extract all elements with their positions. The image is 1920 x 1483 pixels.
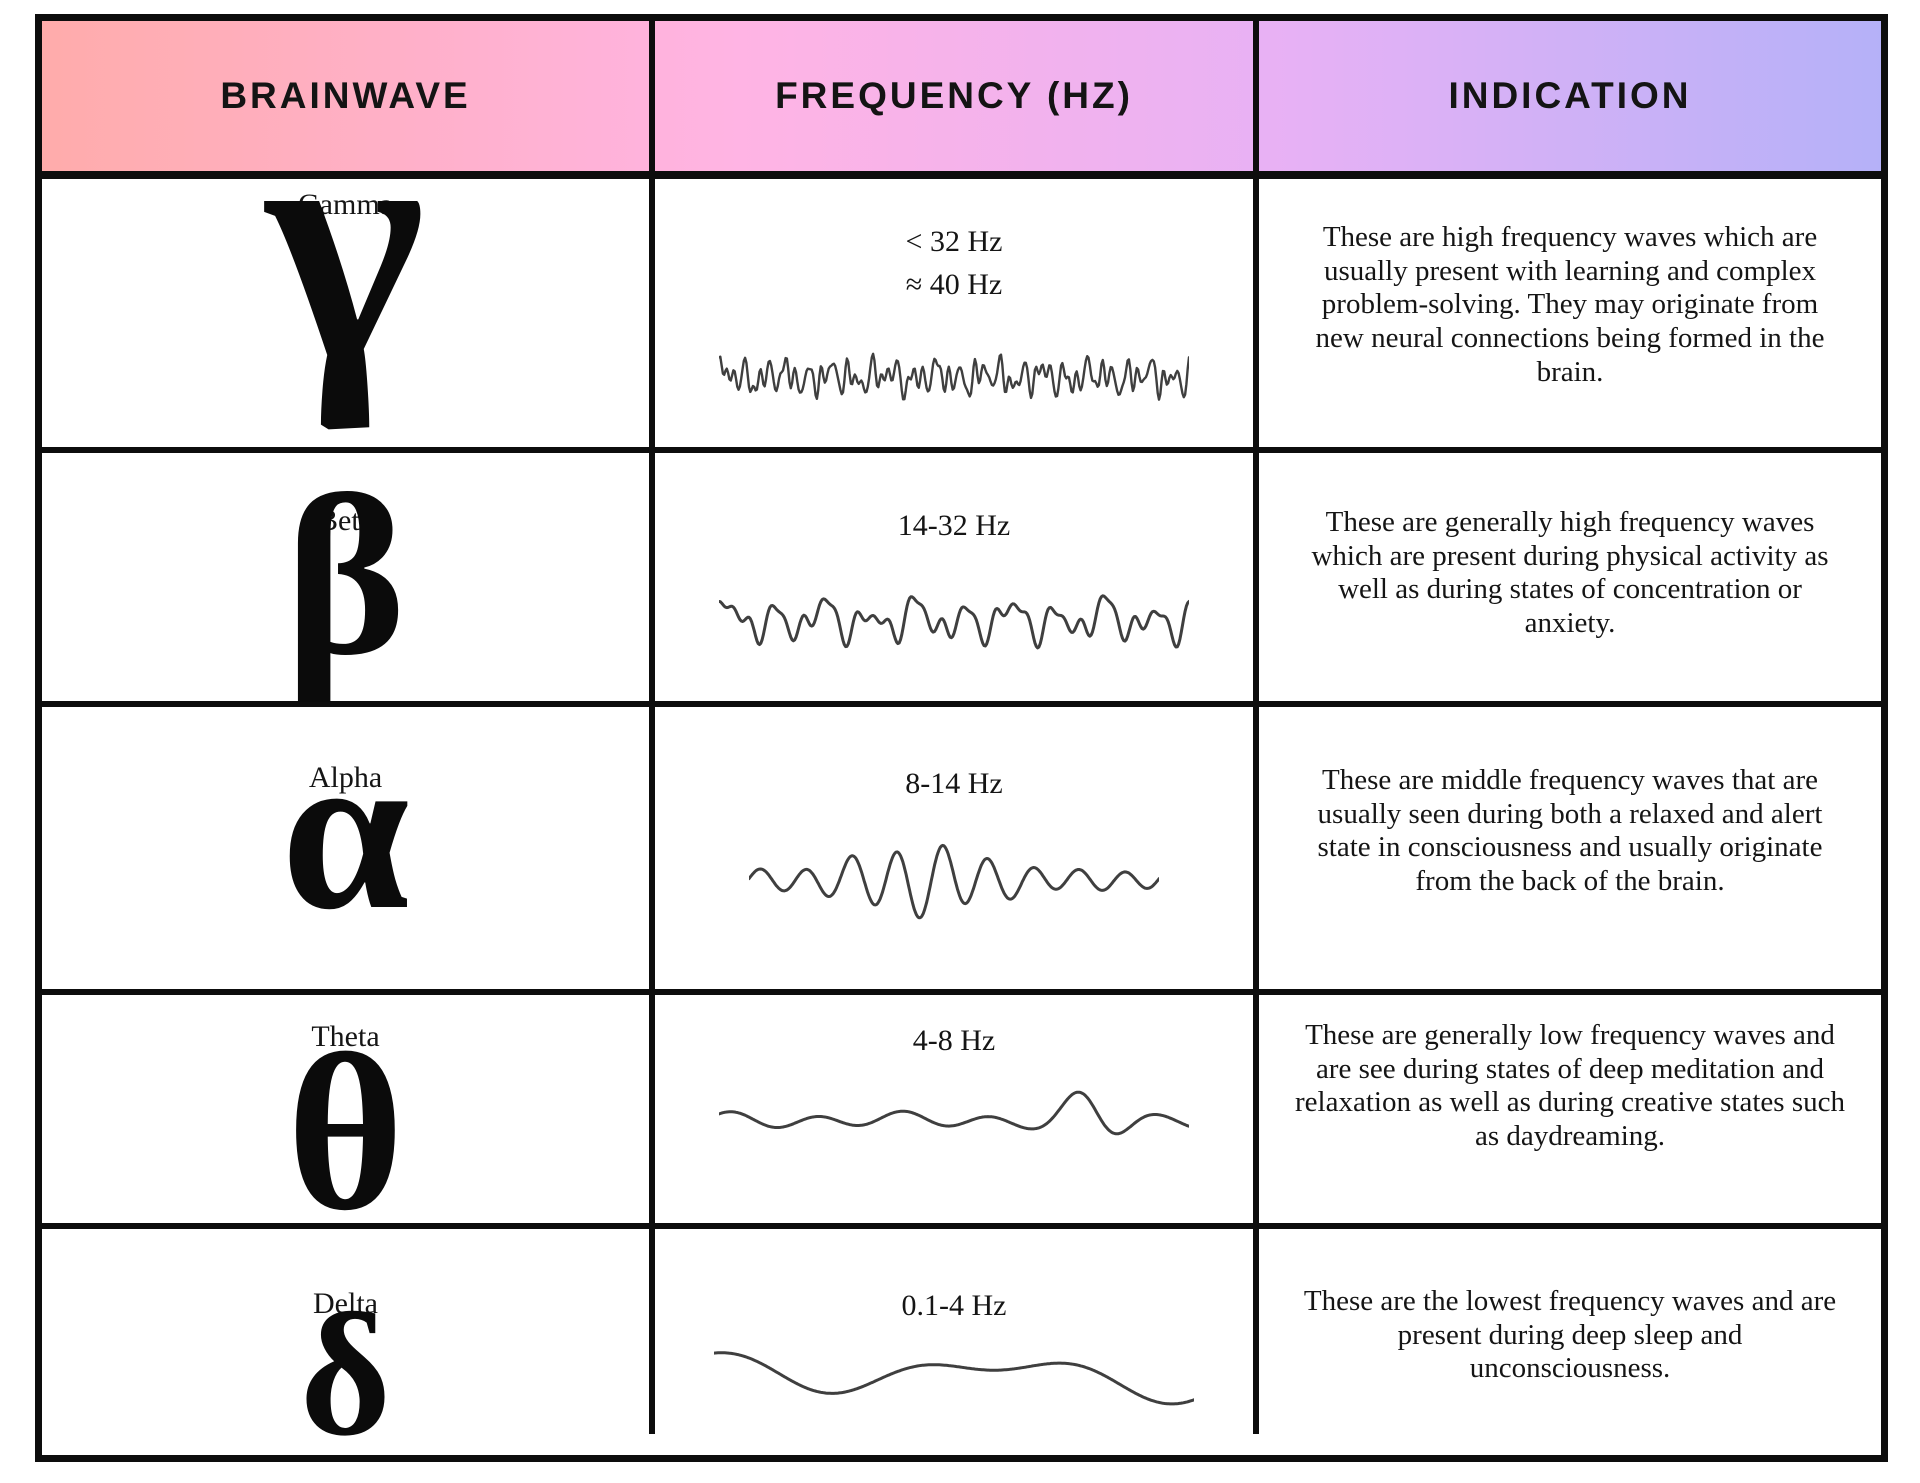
header-cell-frequency: FREQUENCY (HZ)	[655, 21, 1259, 171]
brainwave-cell: Gamma γ	[42, 73, 655, 447]
frequency-cell: 0.1-4 Hz	[655, 1229, 1259, 1434]
frequency-value: < 32 Hz ≈ 40 Hz	[655, 179, 1253, 307]
alpha-wave-graphic	[749, 843, 1159, 920]
indication-text: These are middle frequency waves that ar…	[1317, 764, 1823, 897]
header-cell-indication: INDICATION	[1448, 75, 1692, 116]
brainwave-name: Gamma	[298, 188, 393, 221]
brainwave-table: BRAINWAVE FREQUENCY (HZ) INDICATION Gamm…	[35, 14, 1888, 1462]
brainwave-name: Alpha	[308, 761, 383, 794]
frequency-value: 0.1-4 Hz	[655, 1229, 1253, 1328]
indication-cell: These are generally high frequency waves…	[1259, 453, 1881, 701]
table-body: Gamma γ < 32 Hz ≈ 40 Hz These are high fr…	[42, 73, 1881, 1462]
indication-text: These are generally low frequency waves …	[1295, 1019, 1845, 1152]
brainwave-name: Beta	[318, 504, 373, 537]
indication-cell: These are generally low frequency waves …	[1259, 995, 1881, 1223]
indication-cell: These are the lowest frequency waves and…	[1259, 1229, 1881, 1434]
frequency-line: 4-8 Hz	[912, 1024, 996, 1057]
table-row-gamma: Gamma γ < 32 Hz ≈ 40 Hz These are high fr…	[42, 73, 1881, 453]
indication-cell: These are high frequency waves which are…	[1259, 179, 1881, 447]
frequency-value: 4-8 Hz	[655, 995, 1253, 1063]
brainwave-cell: Delta δ	[42, 1229, 655, 1462]
indication-text: These are the lowest frequency waves and…	[1303, 1285, 1837, 1385]
frequency-cell: 14-32 Hz	[655, 453, 1259, 701]
frequency-line: 0.1-4 Hz	[901, 1289, 1007, 1322]
indication-text: These are high frequency waves which are…	[1315, 221, 1825, 388]
table-row-beta: Beta β 14-32 Hz These are generally high…	[42, 453, 1881, 707]
table-row-delta: Delta δ 0.1-4 Hz These are the lowest fr…	[42, 1229, 1881, 1462]
frequency-cell: 4-8 Hz	[655, 995, 1259, 1223]
frequency-value: 8-14 Hz	[655, 707, 1253, 806]
indication-cell: These are middle frequency waves that ar…	[1259, 707, 1881, 989]
frequency-value: 14-32 Hz	[655, 453, 1253, 548]
brainwave-name: Theta	[311, 1020, 380, 1053]
brainwave-cell: Theta θ	[42, 995, 655, 1245]
beta-wave-graphic	[719, 594, 1189, 650]
gamma-wave-graphic	[719, 352, 1189, 401]
table-row-theta: Theta θ 4-8 Hz These are generally low f…	[42, 995, 1881, 1245]
frequency-line: < 32 Hz	[905, 225, 1003, 258]
frequency-line: 8-14 Hz	[905, 767, 1003, 800]
frequency-line: ≈ 40 Hz	[905, 267, 1003, 301]
header-cell-brainwave: BRAINWAVE	[42, 21, 655, 171]
brainwave-cell: Alpha α	[42, 707, 655, 989]
frequency-line: 14-32 Hz	[897, 509, 1011, 542]
frequency-cell: < 32 Hz ≈ 40 Hz	[655, 179, 1259, 447]
brainwave-name: Delta	[313, 1287, 378, 1320]
brainwave-cell: Beta β	[42, 453, 655, 701]
theta-wave-graphic	[719, 1090, 1189, 1136]
frequency-cell: 8-14 Hz	[655, 707, 1259, 989]
delta-wave-graphic	[714, 1351, 1194, 1406]
table-row-alpha: Alpha α 8-14 Hz These are middle frequen…	[42, 707, 1881, 995]
indication-text: These are generally high frequency waves…	[1311, 506, 1829, 639]
table-header-row: BRAINWAVE FREQUENCY (HZ) INDICATION	[42, 21, 1881, 179]
